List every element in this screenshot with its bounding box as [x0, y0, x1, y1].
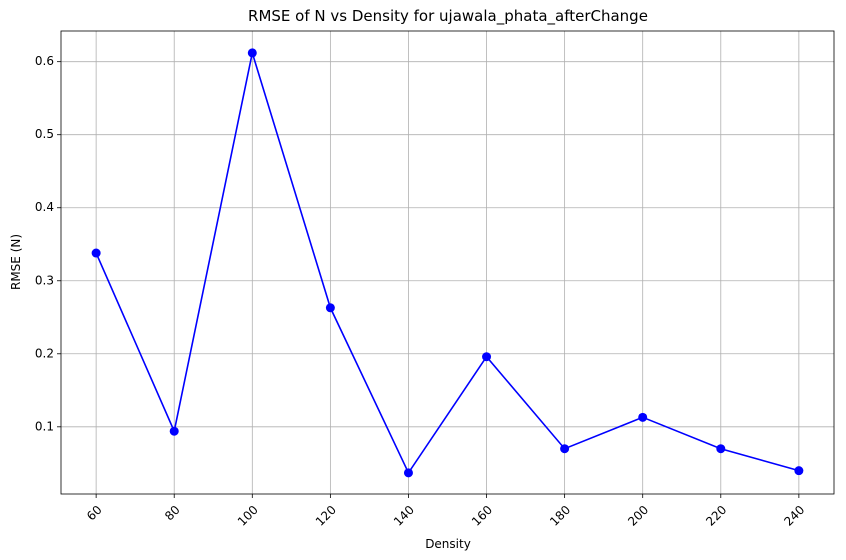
series-layer — [91, 48, 804, 478]
chart-title: RMSE of N vs Density for ujawala_phata_a… — [248, 7, 648, 26]
x-tick-label: 220 — [703, 503, 729, 529]
data-point — [403, 468, 413, 478]
x-tick-label: 240 — [781, 503, 807, 529]
series-line — [95, 52, 800, 475]
y-tick-label: 0.2 — [35, 346, 54, 360]
axes: 60 80 100 120 140 160 180 200 220 240 0.1 0.2 0.3 0.4… — [35, 54, 808, 529]
data-point — [247, 48, 257, 58]
y-tick-label: 0.5 — [35, 127, 54, 141]
data-point — [325, 303, 335, 313]
data-point — [716, 444, 726, 454]
plot-frame — [60, 30, 835, 495]
x-tick-label: 100 — [235, 503, 261, 529]
data-point — [91, 248, 101, 258]
x-tick-label: 80 — [162, 503, 183, 524]
y-tick-label: 0.4 — [35, 200, 54, 214]
data-point — [638, 412, 648, 422]
y-tick-label: 0.1 — [35, 419, 54, 433]
x-tick-label: 140 — [391, 503, 417, 529]
y-axis-label: RMSE (N) — [9, 234, 23, 290]
y-tick-label: 0.6 — [35, 54, 54, 68]
x-axis-label: Density — [425, 537, 471, 551]
data-point — [482, 352, 492, 362]
x-tick-label: 160 — [469, 503, 495, 529]
data-point — [560, 444, 570, 454]
x-tick-label: 120 — [313, 503, 339, 529]
data-point — [794, 466, 804, 476]
x-tick-label: 200 — [625, 503, 651, 529]
x-tick-label: 60 — [84, 503, 105, 524]
grid — [61, 31, 834, 494]
data-point — [169, 426, 179, 436]
y-tick-label: 0.3 — [35, 273, 54, 287]
x-tick-label: 180 — [547, 503, 573, 529]
